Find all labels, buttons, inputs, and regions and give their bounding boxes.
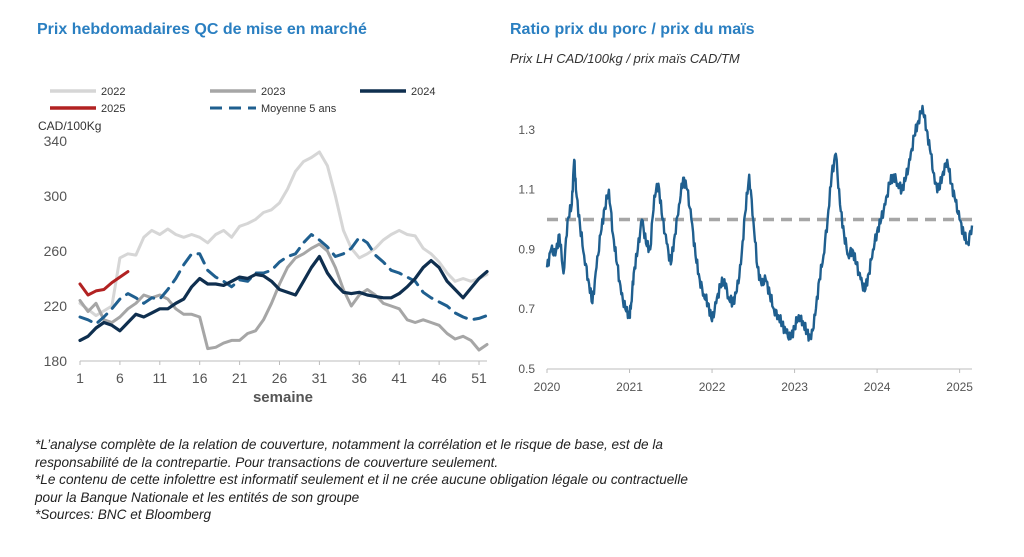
right-x-tick-label: 2022 [699, 380, 726, 394]
footnote-line: pour la Banque Nationale et les entités … [35, 489, 360, 505]
left-x-tick-label: 1 [76, 370, 84, 386]
left-x-tick-label: 41 [391, 370, 407, 386]
legend-label: Moyenne 5 ans [261, 103, 337, 115]
left-legend: 2022 2023 2024 2025 Moyenne 5 ans [50, 86, 435, 115]
right-y-tick-label: 0.5 [518, 362, 535, 376]
left-x-tick-label: 11 [153, 370, 168, 386]
left-y-tick-label: 180 [44, 353, 68, 369]
series-line-moyenne-5-ans [78, 233, 489, 326]
right-y-tick-label: 0.7 [518, 302, 535, 316]
left-y-tick-label: 260 [44, 243, 68, 259]
right-x-tick-label: 2025 [946, 380, 973, 394]
right-chart-subtitle: Prix LH CAD/100kg / prix maïs CAD/TM [510, 51, 740, 66]
right-y-tick-label: 1.3 [518, 123, 535, 137]
left-x-tick-label: 6 [116, 370, 124, 386]
legend-label: 2022 [101, 86, 125, 98]
legend-label: 2024 [411, 86, 435, 98]
footnote-line: *L’analyse complète de la relation de co… [35, 437, 663, 452]
right-x-tick-label: 2020 [534, 380, 561, 394]
series-line-2025 [78, 270, 130, 297]
left-y-axis-label: CAD/100Kg [38, 119, 101, 133]
left-x-tick-label: 36 [352, 370, 368, 386]
left-y-tick-label: 220 [44, 298, 68, 314]
legend-label: 2025 [101, 103, 125, 115]
footnote-line: *Le contenu de cette infolettre est info… [35, 472, 688, 488]
right-x-tick-label: 2024 [864, 380, 891, 394]
right-x-tick-label: 2023 [781, 380, 808, 394]
footnote-line: responsabilité de la contrepartie. Pour … [35, 454, 499, 470]
legend-label: 2023 [261, 86, 285, 98]
left-chart-title: Prix hebdomadaires QC de mise en marché [37, 21, 367, 38]
left-x-tick-label: 51 [471, 370, 487, 386]
right-x-tick-label: 2021 [616, 380, 643, 394]
series-line-2024 [78, 254, 489, 342]
series-line-2022 [78, 150, 489, 318]
left-x-tick-label: 46 [431, 370, 447, 386]
left-x-tick-label: 16 [192, 370, 208, 386]
left-x-tick-label: 26 [272, 370, 288, 386]
footnotes: *L’analyse complète de la relation de co… [35, 436, 995, 524]
left-x-axis-label: semaine [253, 389, 313, 406]
footnote-line: *Sources: BNC et Bloomberg [35, 507, 212, 523]
hog-corn-ratio-chart: 0.5 0.7 0.9 1.1 1.3 2020 2021 2022 2023 2024 2025 [518, 104, 974, 394]
right-y-tick-label: 1.1 [518, 183, 535, 197]
right-y-tick-label: 0.9 [518, 242, 535, 256]
left-y-tick-label: 300 [44, 188, 68, 204]
ratio-series-line [545, 104, 974, 342]
left-x-tick-label: 21 [232, 370, 248, 386]
left-y-tick-label: 340 [44, 133, 68, 149]
right-chart-title: Ratio prix du porc / prix du maïs [510, 21, 755, 38]
left-x-tick-label: 31 [312, 370, 328, 386]
series-line-2023 [78, 242, 489, 352]
